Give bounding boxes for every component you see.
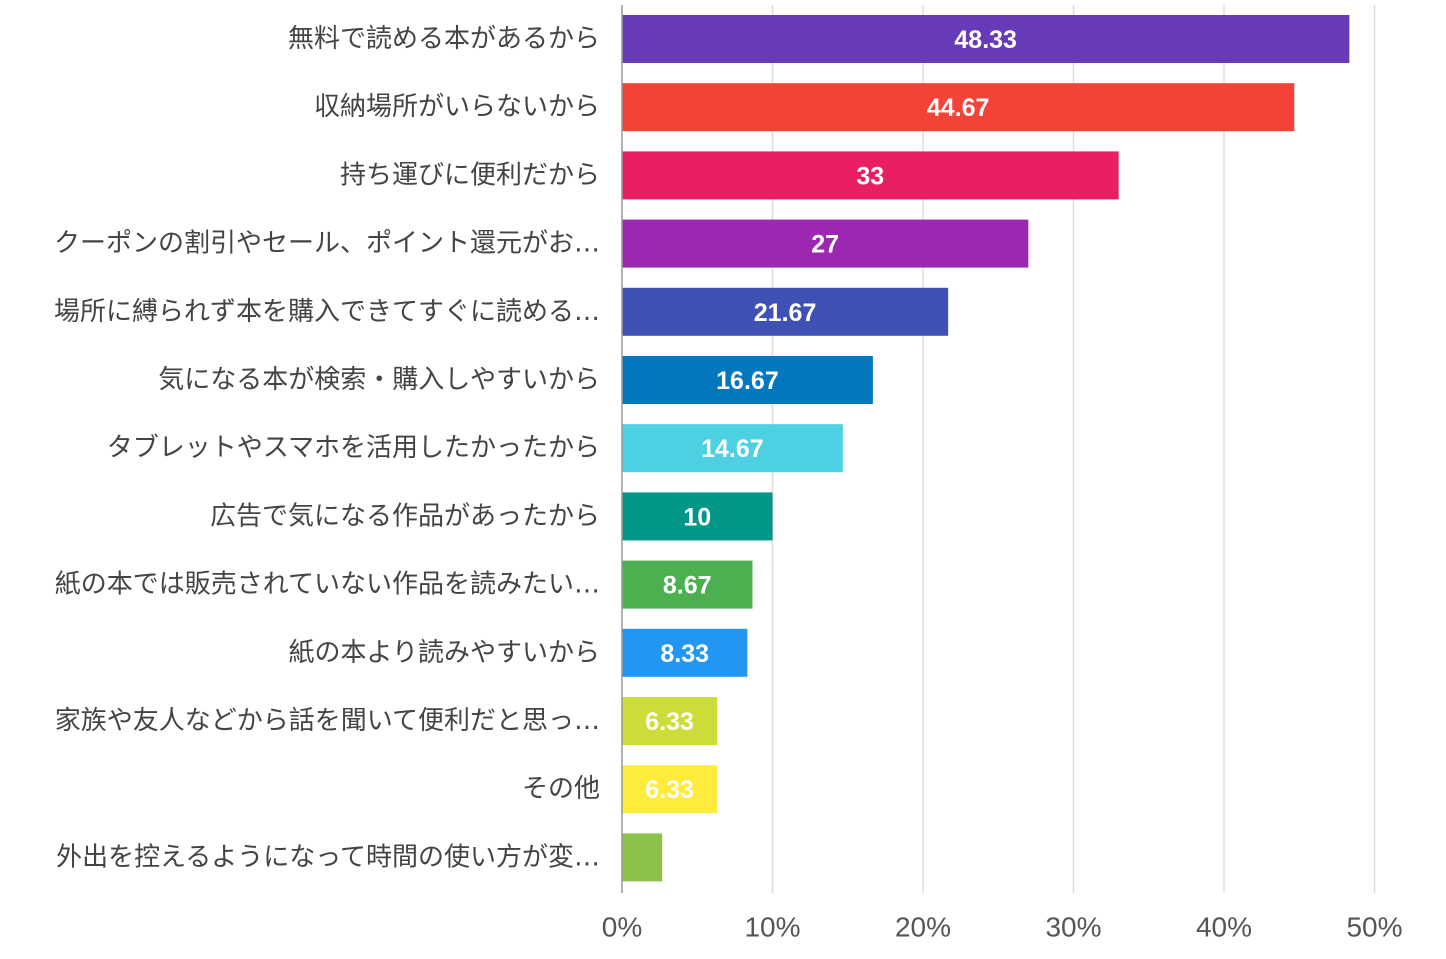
category-label: 広告で気になる作品があったから xyxy=(210,501,600,531)
category-label: 紙の本では販売されていない作品を読みたい… xyxy=(55,570,600,600)
bar xyxy=(622,83,1295,132)
category-label: タブレットやスマホを活用したかったから xyxy=(107,433,600,463)
bar-value-label: 16.67 xyxy=(716,367,779,395)
bar xyxy=(622,424,843,473)
bar xyxy=(622,765,718,814)
bar-value-label: 8.67 xyxy=(663,572,712,600)
bar-value-label: 21.67 xyxy=(754,299,817,327)
bar xyxy=(622,628,748,677)
bar xyxy=(622,219,1029,268)
category-label: 外出を控えるようになって時間の使い方が変… xyxy=(56,842,600,872)
bar xyxy=(622,287,949,336)
category-label: 家族や友人などから話を聞いて便利だと思っ… xyxy=(55,706,600,736)
bars: 48.33 44.67 33 27 21.67 16.67 14.67 10 8.67 8.33 6… xyxy=(622,15,1350,882)
x-tick-label: 10% xyxy=(744,912,800,943)
x-tick-label: 50% xyxy=(1346,912,1402,943)
bar-value-label: 44.67 xyxy=(927,94,990,122)
bar xyxy=(622,15,1350,63)
category-label: 紙の本より読みやすいから xyxy=(289,638,600,668)
x-tick-label: 0% xyxy=(602,912,642,943)
bar xyxy=(622,356,873,404)
category-label: 気になる本が検索・購入しやすいから xyxy=(158,365,600,395)
category-label: クーポンの割引やセール、ポイント還元がお… xyxy=(54,229,600,259)
bar-value-label: 33 xyxy=(856,162,884,190)
category-label: 持ち運びに便利だから xyxy=(340,160,600,190)
bar-value-label: 48.33 xyxy=(954,26,1017,54)
x-tick-label: 20% xyxy=(895,912,951,943)
gridlines xyxy=(771,5,1376,893)
x-axis-ticks: 0% 10% 20% 30% 40% 50% xyxy=(602,912,1403,943)
category-label: その他 xyxy=(522,774,600,804)
x-tick-label: 40% xyxy=(1196,912,1252,943)
bar-value-label: 27 xyxy=(811,231,839,259)
bar-value-label: 6.33 xyxy=(645,708,694,736)
bar-value-label: 8.33 xyxy=(660,640,709,668)
bar xyxy=(622,151,1119,200)
x-tick-label: 30% xyxy=(1045,912,1101,943)
category-labels: 無料で読める本があるから収納場所がいらないから持ち運びに便利だからクーポンの割引… xyxy=(54,24,600,872)
bar xyxy=(622,833,663,882)
category-label: 場所に縛られず本を購入できてすぐに読める… xyxy=(54,297,600,327)
bar xyxy=(622,560,753,609)
bar-value-label: 14.67 xyxy=(701,435,764,463)
bar-value-label: 10 xyxy=(683,503,711,531)
category-label: 無料で読める本があるから xyxy=(288,24,600,54)
bar xyxy=(622,492,773,541)
category-label: 収納場所がいらないから xyxy=(314,92,600,122)
bar xyxy=(622,697,718,745)
bar-value-label: 6.33 xyxy=(645,776,694,804)
